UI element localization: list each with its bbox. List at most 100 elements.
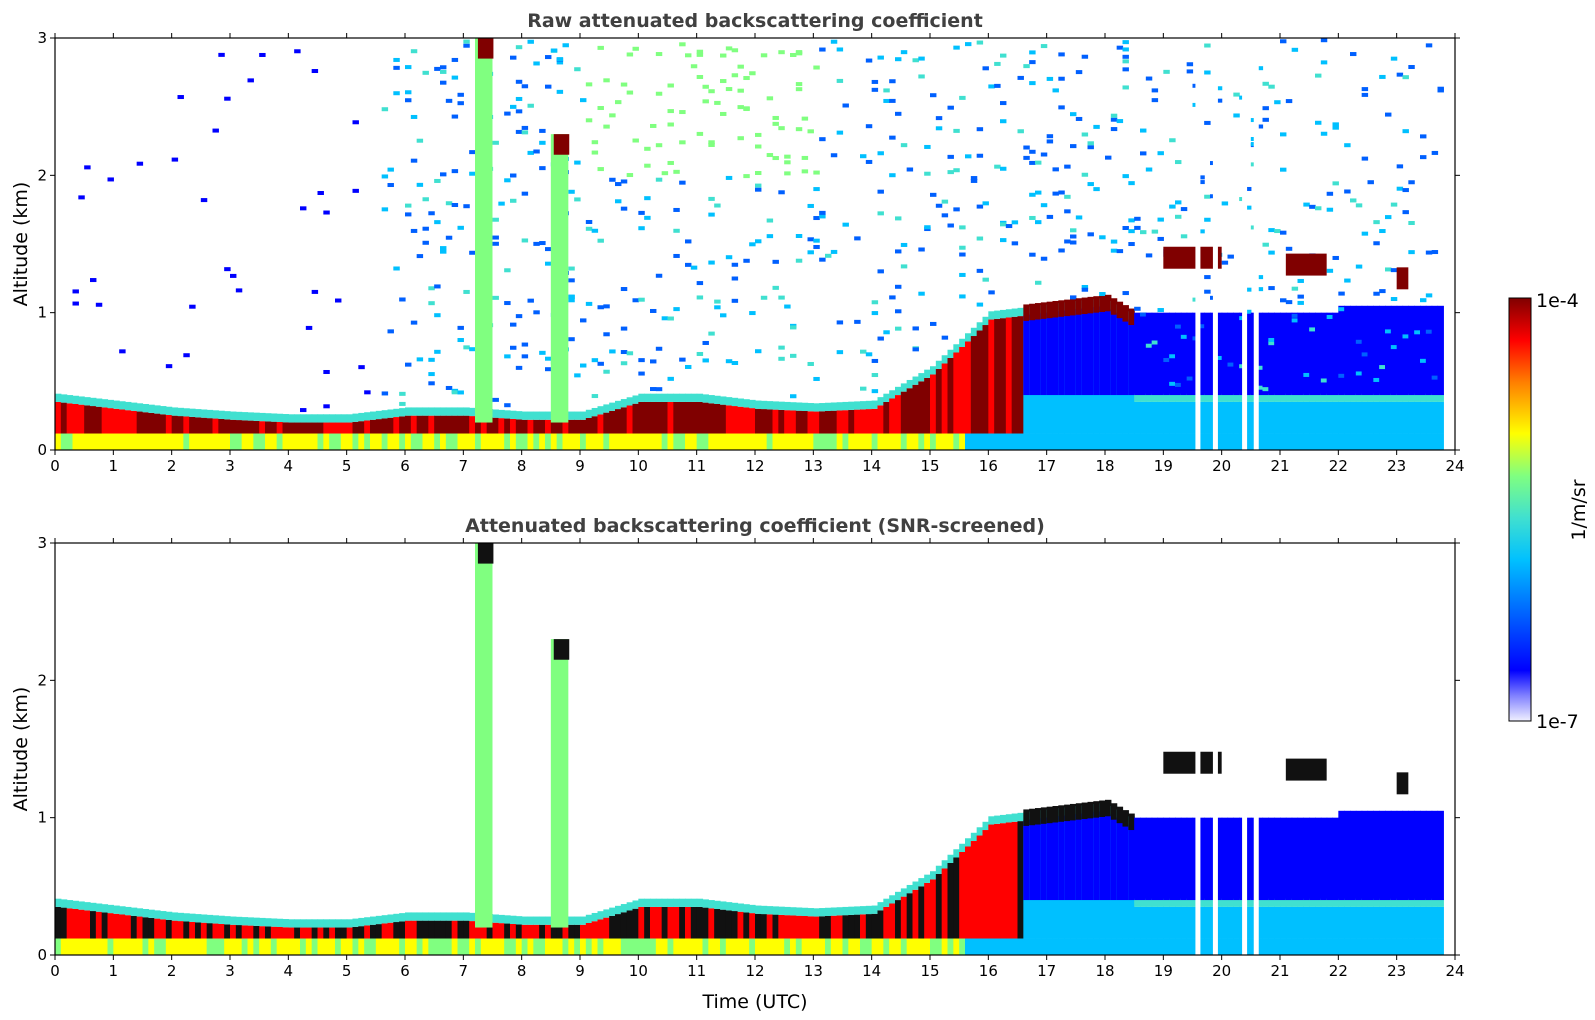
heatmap-cell: [976, 204, 984, 209]
heatmap-cell: [352, 926, 359, 939]
heatmap-cell: [90, 433, 97, 450]
heatmap-cell: [836, 915, 844, 939]
heatmap-cell: [1262, 242, 1269, 247]
heatmap-cell: [1437, 810, 1444, 901]
heatmap-cell: [311, 927, 319, 939]
heatmap-cell: [515, 433, 523, 450]
heatmap-cell: [1390, 401, 1398, 434]
heatmap-cell: [556, 419, 564, 434]
heatmap-cell: [865, 352, 873, 357]
heatmap-cell: [830, 249, 838, 254]
heatmap-cell: [860, 433, 867, 450]
heatmap-cell: [154, 918, 161, 939]
heatmap-cell: [1350, 393, 1357, 402]
heatmap-cell: [387, 329, 394, 334]
heatmap-cell: [568, 916, 575, 925]
heatmap-cell: [1408, 401, 1415, 434]
x-tick-label: 23: [1387, 457, 1406, 475]
heatmap-cell: [95, 398, 103, 407]
heatmap-cell: [375, 433, 383, 450]
heatmap-cell: [731, 433, 739, 450]
heatmap-cell: [1262, 393, 1269, 402]
heatmap-cell: [434, 349, 441, 354]
heatmap-cell: [475, 416, 482, 434]
heatmap-cell: [498, 433, 505, 450]
heatmap-cell: [1297, 393, 1304, 402]
heatmap-cell: [1431, 150, 1439, 155]
heatmap-cell: [323, 919, 330, 928]
heatmap-cell: [323, 210, 330, 215]
heatmap-cell: [1017, 75, 1024, 80]
heatmap-cell: [1145, 343, 1153, 348]
heatmap-cell: [766, 914, 774, 939]
heatmap-cell: [883, 938, 890, 955]
heatmap-cell: [539, 419, 546, 434]
heatmap-cell: [335, 433, 342, 450]
heatmap-cell: [778, 345, 785, 350]
heatmap-cell: [515, 419, 523, 434]
heatmap-cell: [970, 841, 978, 939]
heatmap-cell: [405, 433, 412, 450]
heatmap-cell: [790, 52, 797, 57]
heatmap-cell: [550, 419, 558, 434]
heatmap-cell: [1361, 231, 1369, 236]
heatmap-cell: [871, 433, 879, 450]
heatmap-cell: [1297, 938, 1304, 955]
heatmap-cell: [813, 187, 820, 192]
heatmap-cell: [527, 433, 534, 450]
heatmap-cell: [708, 212, 715, 217]
heatmap-cell: [994, 815, 1001, 824]
heatmap-cell: [1350, 198, 1357, 203]
heatmap-cell: [84, 910, 91, 939]
heatmap-cell: [463, 415, 470, 434]
heatmap-cell: [428, 211, 435, 216]
heatmap-cell: [317, 414, 324, 423]
heatmap-cell: [510, 322, 517, 327]
heatmap-cell: [300, 206, 307, 211]
heatmap-cell: [1379, 938, 1386, 955]
heatmap-cell: [959, 245, 966, 250]
heatmap-cell: [1204, 217, 1211, 222]
x-tick-label: 12: [745, 962, 764, 980]
heatmap-cell: [1303, 312, 1310, 396]
heatmap-cell: [1285, 898, 1293, 907]
heatmap-cell: [1110, 309, 1118, 396]
heatmap-cell: [434, 220, 441, 225]
heatmap-cell: [381, 938, 389, 955]
heatmap-cell: [1379, 433, 1386, 450]
heatmap-cell: [568, 266, 575, 271]
heatmap-cell: [294, 927, 301, 939]
heatmap-cell: [1361, 87, 1369, 92]
heatmap-cell: [510, 198, 517, 203]
x-tick-label: 1: [109, 457, 119, 475]
heatmap-cell: [160, 433, 167, 450]
heatmap-cell: [1175, 160, 1182, 165]
heatmap-cell: [784, 410, 791, 434]
heatmap-cell: [1437, 86, 1444, 91]
heatmap-cell: [1233, 938, 1240, 955]
x-tick-label: 17: [1037, 457, 1056, 475]
heatmap-cell: [399, 921, 406, 939]
heatmap-cell: [1122, 821, 1129, 901]
heatmap-cell: [515, 365, 523, 370]
heatmap-cell: [1437, 401, 1444, 434]
heatmap-cell: [1145, 938, 1153, 955]
heatmap-cell: [72, 301, 79, 306]
heatmap-cell: [755, 433, 762, 450]
heatmap-cell: [854, 236, 861, 241]
x-tick-label: 8: [517, 962, 527, 980]
heatmap-cell: [352, 938, 359, 955]
heatmap-cell: [125, 915, 132, 939]
heatmap-cell: [1373, 433, 1380, 450]
heatmap-cell: [1204, 401, 1211, 434]
heatmap-cell: [1070, 144, 1077, 149]
heatmap-cell: [655, 52, 663, 57]
heatmap-cell: [1204, 312, 1211, 396]
heatmap-cell: [317, 422, 324, 434]
heatmap-cell: [1303, 401, 1310, 434]
heatmap-cell: [795, 234, 803, 239]
heatmap-cell: [795, 258, 803, 263]
heatmap-cell: [644, 401, 651, 434]
heatmap-cell: [259, 917, 266, 927]
heatmap-cell: [585, 219, 593, 224]
